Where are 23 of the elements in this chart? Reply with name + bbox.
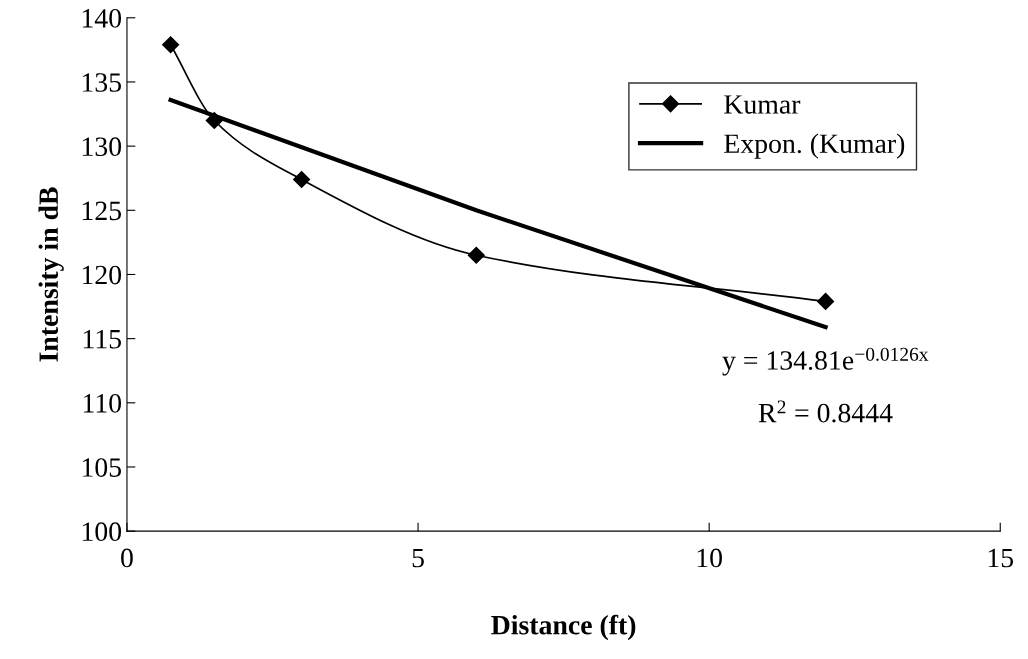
y-tick-label: 100 bbox=[82, 522, 122, 542]
annotation: R$^{2}$ = 0.8444 bbox=[758, 400, 893, 423]
y-tick-label: 120 bbox=[82, 265, 122, 285]
y-tick-label: 135 bbox=[82, 73, 122, 92]
y-tick-label: 110 bbox=[83, 393, 122, 413]
x-tick-label: 15 bbox=[988, 548, 1014, 568]
y-tick-label: 105 bbox=[82, 458, 122, 477]
y-tick-label: 125 bbox=[82, 201, 122, 221]
x-tick-label: 5 bbox=[412, 548, 424, 568]
point bbox=[467, 246, 485, 264]
x-axis-title: Distance (ft) bbox=[491, 614, 636, 641]
y-axis-title: Intensity in dB bbox=[38, 187, 64, 362]
y-tick-label: 130 bbox=[82, 137, 122, 157]
point bbox=[162, 36, 180, 54]
x-tick-label: 0 bbox=[121, 548, 133, 568]
legend-label: Kumar bbox=[724, 95, 801, 114]
point bbox=[293, 170, 311, 189]
x-tick-label: 10 bbox=[697, 548, 722, 568]
y-tick-label: 140 bbox=[82, 8, 122, 28]
y-tick-label: 115 bbox=[83, 329, 122, 349]
legend-label: Expon. (Kumar) bbox=[724, 133, 905, 159]
annotation: y = 134.81e$^{−0.0126x}$ bbox=[722, 347, 929, 376]
point bbox=[817, 292, 835, 310]
